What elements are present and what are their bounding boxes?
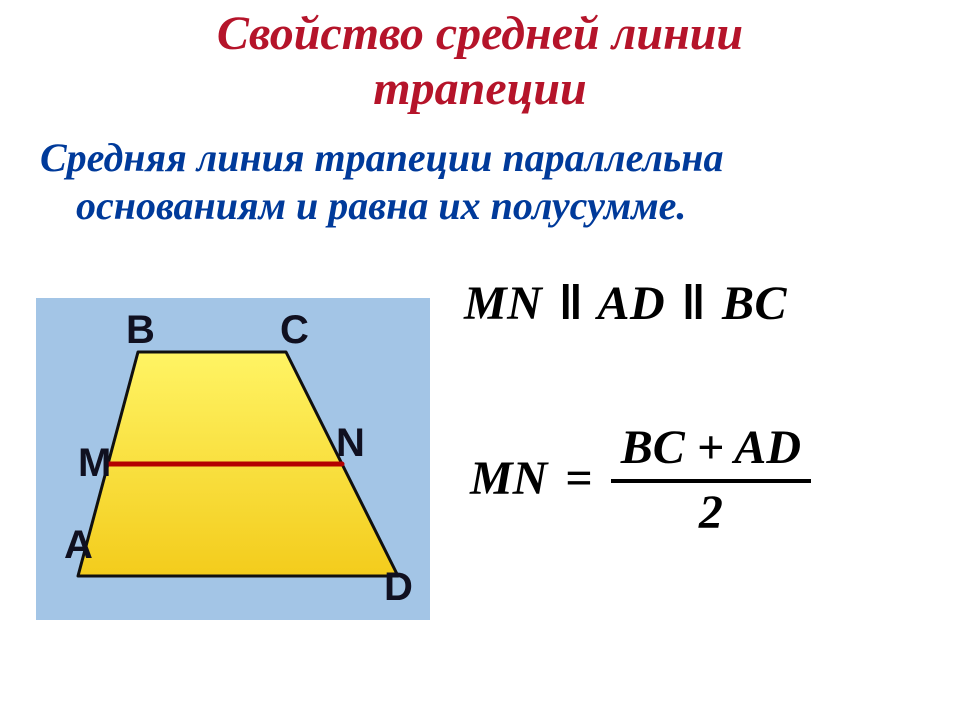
slide-trapezoid-midline: Свойство средней линии трапеции Средняя … [0, 0, 960, 720]
fraction-denominator: 2 [699, 483, 723, 540]
fraction-numerator: BC + AD [611, 422, 811, 479]
equals-sign: = [565, 451, 592, 506]
trapezoid-diagram: A B C D M N [36, 298, 430, 620]
svg-text:N: N [336, 421, 365, 465]
svg-text:M: M [78, 441, 111, 485]
segment-ad: AD [597, 277, 665, 330]
parallel-icon: ǁ [678, 277, 710, 330]
svg-text:C: C [280, 308, 309, 352]
fraction: BC + AD 2 [611, 422, 811, 540]
slide-title: Свойство средней линии трапеции [0, 6, 960, 116]
formula-parallel: MN ǁ AD ǁ BC [464, 276, 787, 331]
title-line1: Свойство средней линии [217, 7, 743, 60]
formula-midline-length: MN = BC + AD 2 [470, 420, 811, 538]
svg-text:B: B [126, 308, 155, 352]
svg-text:A: A [64, 523, 93, 567]
formula-lhs: MN [470, 451, 547, 506]
svg-text:D: D [384, 565, 413, 609]
subtitle-line2: основаниям и равна их полусумме. [40, 182, 920, 230]
parallel-icon: ǁ [555, 277, 587, 330]
segment-mn: MN [464, 277, 542, 330]
slide-subtitle: Средняя линия трапеции параллельна основ… [40, 134, 920, 230]
subtitle-line1: Средняя линия трапеции параллельна [40, 135, 723, 180]
trapezoid-svg: A B C D M N [36, 298, 430, 620]
segment-bc: BC [722, 277, 787, 330]
title-line2: трапеции [373, 62, 586, 115]
